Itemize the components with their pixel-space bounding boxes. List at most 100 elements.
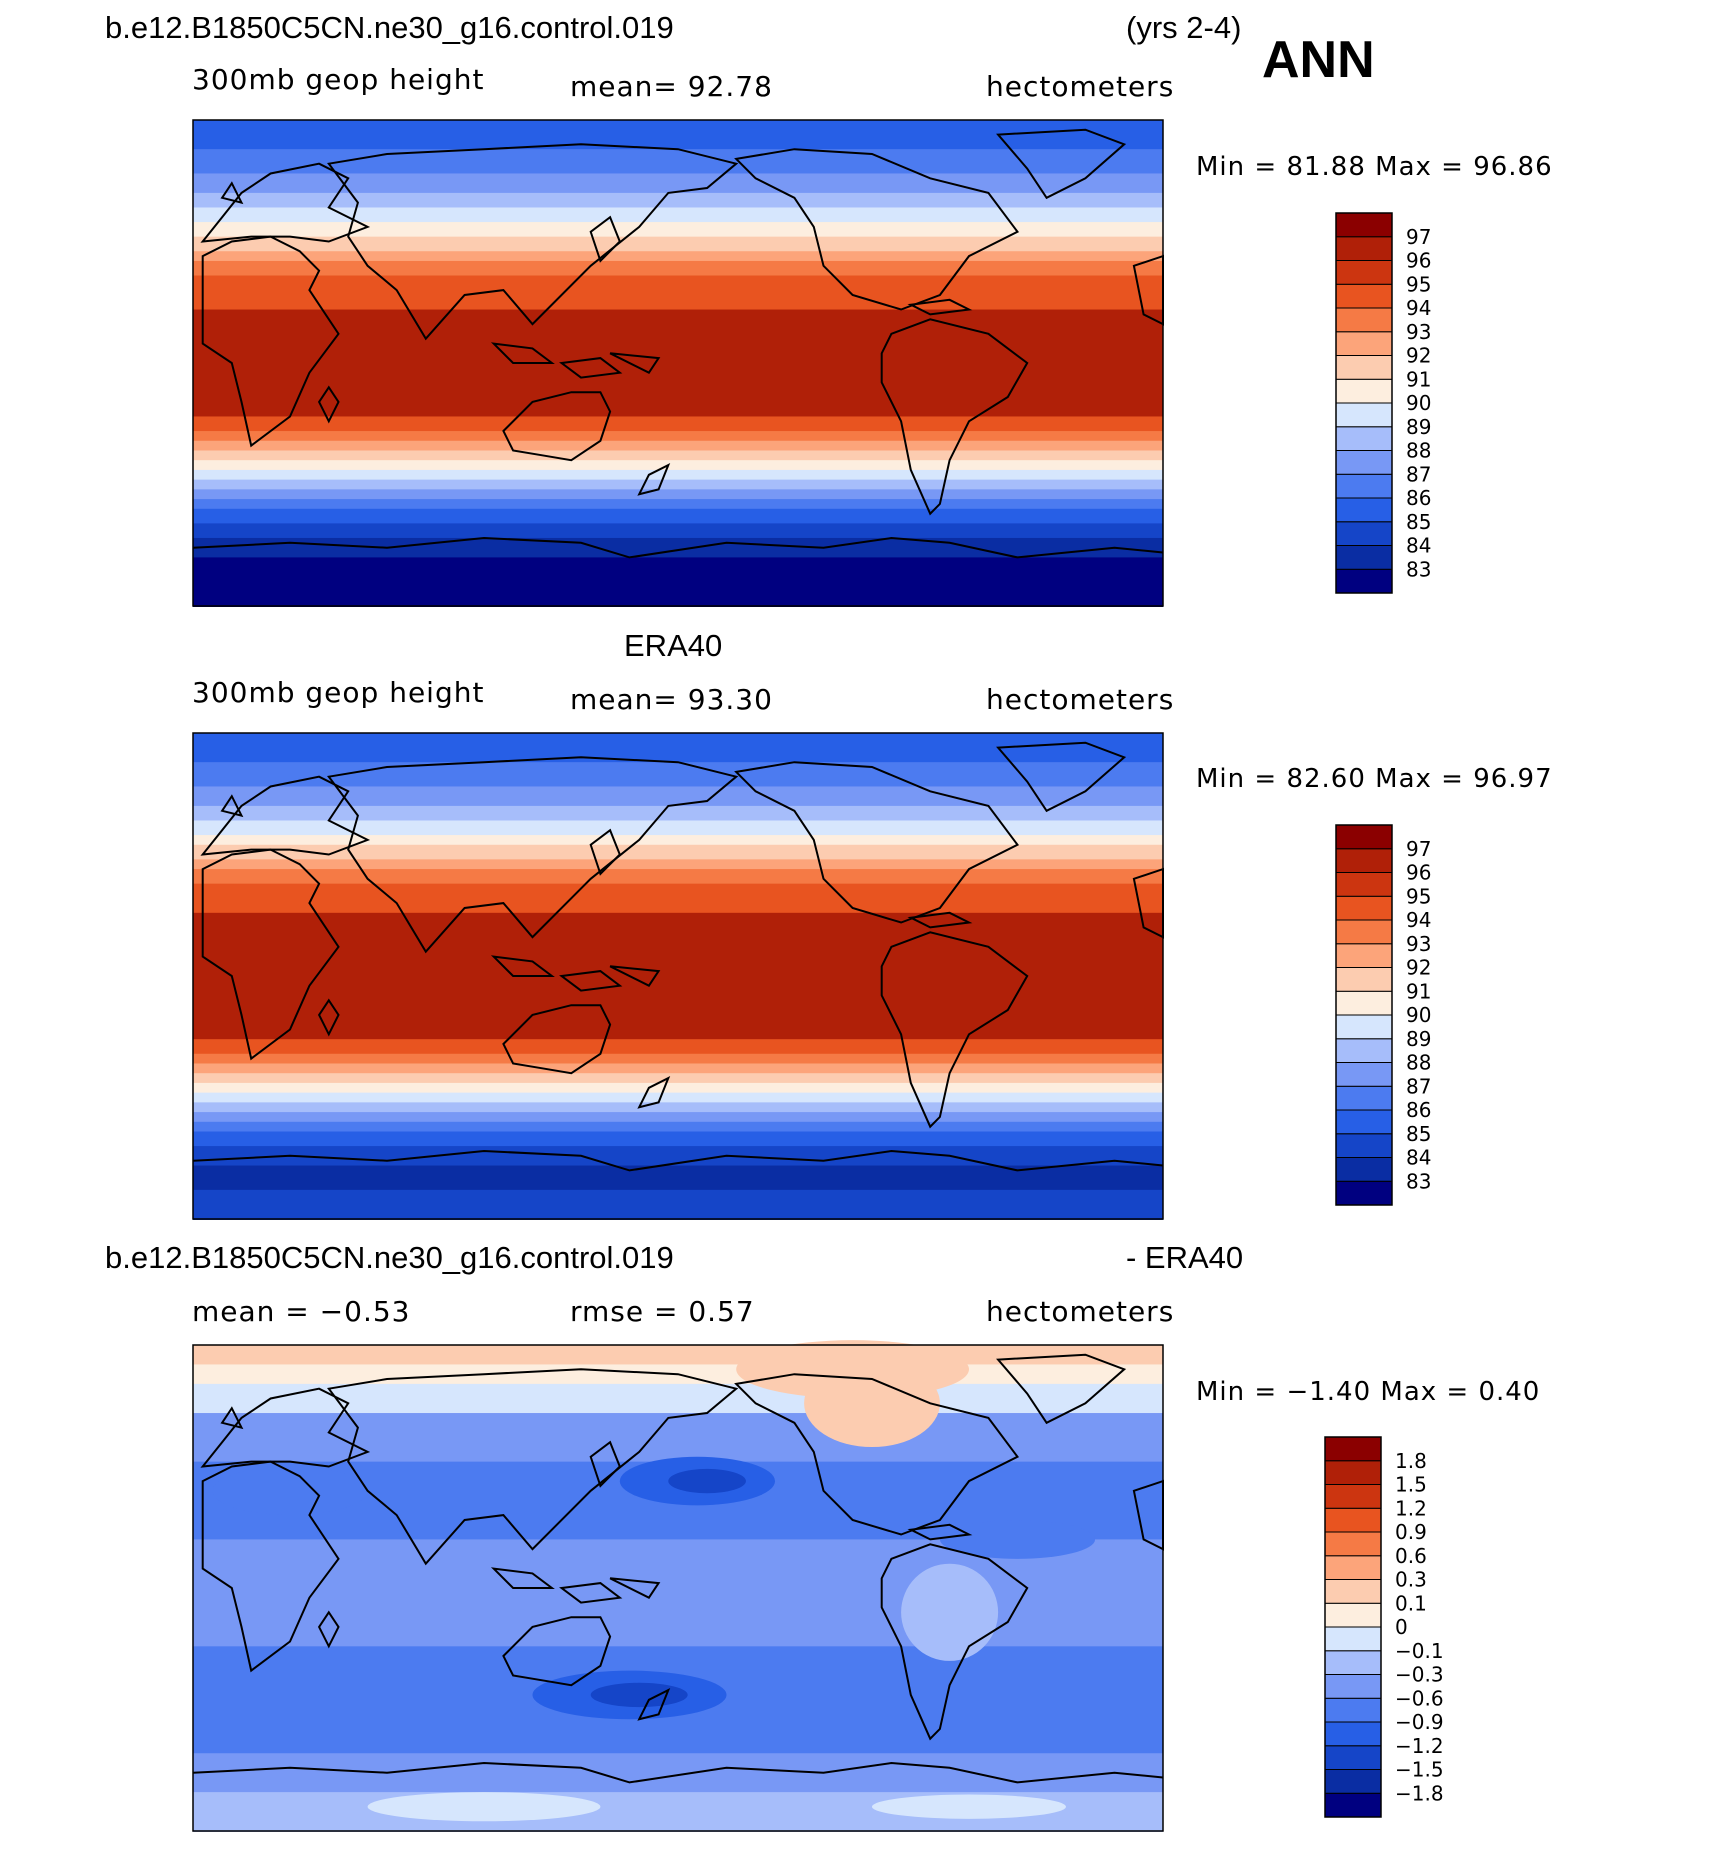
contour-bands bbox=[193, 120, 1163, 607]
colorbar-tick-label: 1.5 bbox=[1395, 1473, 1427, 1497]
colorbar-box bbox=[1335, 283, 1393, 309]
contour-band bbox=[193, 1165, 1163, 1191]
panel3-rmse-label: rmse = 0.57 bbox=[570, 1295, 755, 1328]
colorbar-box bbox=[1335, 919, 1393, 945]
colorbar-boxes bbox=[1335, 824, 1393, 1206]
contour-anomaly bbox=[668, 1468, 746, 1494]
colorbar-tick-label: 90 bbox=[1406, 1003, 1431, 1027]
coastlines bbox=[192, 741, 1164, 1172]
panel2-mean-label: mean= 93.30 bbox=[570, 683, 773, 716]
colorbar-box bbox=[1335, 236, 1393, 261]
colorbar-tick-label: 91 bbox=[1406, 367, 1431, 391]
colorbar-box bbox=[1324, 1626, 1382, 1652]
contour-band bbox=[193, 859, 1163, 871]
colorbar-box bbox=[1324, 1650, 1382, 1675]
contour-bands bbox=[193, 733, 1163, 1220]
contour-band bbox=[193, 557, 1163, 607]
colorbar-frame bbox=[1335, 212, 1393, 594]
colorbar-tick-label: 93 bbox=[1406, 932, 1431, 956]
colorbar-box bbox=[1335, 212, 1393, 238]
coastline bbox=[317, 385, 340, 424]
coastline bbox=[201, 235, 340, 448]
coastline bbox=[559, 1582, 623, 1604]
contour-band bbox=[193, 537, 1163, 559]
contour-band bbox=[193, 820, 1163, 837]
contour-band bbox=[193, 835, 1163, 846]
colorbar-tick-label: 84 bbox=[1406, 534, 1431, 558]
coastline bbox=[589, 215, 621, 263]
contour-band bbox=[193, 1753, 1163, 1794]
contour-band bbox=[193, 1112, 1163, 1123]
map-frame bbox=[192, 119, 1164, 607]
coastline bbox=[490, 955, 555, 977]
colorbar-box bbox=[1324, 1745, 1382, 1770]
season-label: ANN bbox=[1262, 31, 1375, 89]
colorbar-tick-label: 86 bbox=[1406, 1098, 1431, 1122]
contour-band bbox=[193, 440, 1163, 452]
contour-band bbox=[193, 762, 1163, 788]
contour-band bbox=[193, 805, 1163, 822]
map-frame bbox=[192, 732, 1164, 1220]
contour-band bbox=[193, 733, 1163, 764]
contour-band bbox=[193, 460, 1163, 471]
coastline bbox=[327, 143, 739, 341]
panel1-map bbox=[192, 119, 1164, 607]
contour-anomaly bbox=[872, 1794, 1066, 1819]
colorbar-tick-label: −0.6 bbox=[1395, 1686, 1444, 1710]
coastline bbox=[490, 1567, 555, 1589]
colorbar-tick-label: −1.8 bbox=[1395, 1781, 1444, 1805]
colorbar-box bbox=[1335, 1180, 1393, 1206]
panel1-mean-label: mean= 92.78 bbox=[570, 70, 773, 103]
colorbar-box bbox=[1324, 1674, 1382, 1699]
contour-band bbox=[193, 869, 1163, 885]
colorbar-box bbox=[1335, 426, 1393, 451]
coastline bbox=[502, 391, 612, 462]
colorbar-box bbox=[1335, 1133, 1393, 1158]
contour-band bbox=[193, 469, 1163, 481]
contour-band bbox=[193, 173, 1163, 194]
panel2-title: ERA40 bbox=[624, 628, 723, 663]
colorbar-box bbox=[1335, 967, 1393, 992]
contour-band bbox=[193, 1121, 1163, 1133]
contour-band bbox=[193, 1082, 1163, 1094]
colorbar-tick-label: 88 bbox=[1406, 1051, 1431, 1075]
colorbar-tick-label: 86 bbox=[1406, 486, 1431, 510]
contour-band bbox=[193, 431, 1163, 442]
contour-band bbox=[193, 912, 1163, 1041]
coastline bbox=[609, 1577, 661, 1599]
contour-band bbox=[193, 192, 1163, 209]
contour-anomaly bbox=[212, 1466, 368, 1516]
colorbar-tick-label: 89 bbox=[1406, 1027, 1431, 1051]
panel1-units-label: hectometers bbox=[986, 70, 1175, 103]
coastline bbox=[502, 1616, 612, 1687]
coastline bbox=[317, 1610, 340, 1649]
colorbar-box bbox=[1324, 1484, 1382, 1509]
panel3-map bbox=[192, 1340, 1164, 1832]
colorbar-tick-label: 83 bbox=[1406, 557, 1431, 581]
coastline bbox=[589, 1440, 621, 1488]
colorbar-box bbox=[1335, 895, 1393, 921]
colorbar-box bbox=[1335, 1062, 1393, 1087]
contour-band bbox=[193, 236, 1163, 253]
colorbar-tick-label: 85 bbox=[1406, 1122, 1431, 1146]
colorbar-tick-label: 92 bbox=[1406, 344, 1431, 368]
coastline bbox=[880, 1543, 1029, 1741]
coastline bbox=[609, 352, 661, 374]
colorbar-tick-label: 0.1 bbox=[1395, 1591, 1427, 1615]
colorbar-box bbox=[1335, 355, 1393, 380]
colorbar-box bbox=[1335, 1085, 1393, 1111]
contour-band bbox=[193, 1063, 1163, 1075]
coastline bbox=[996, 741, 1127, 813]
contour-anomalies bbox=[212, 1340, 1096, 1822]
colorbar-box bbox=[1335, 568, 1393, 594]
coastline bbox=[327, 756, 739, 954]
colorbar-box bbox=[1335, 943, 1393, 968]
panel1-field-label: 300mb geop height bbox=[192, 63, 485, 96]
coastline bbox=[734, 1373, 1020, 1536]
colorbar-tick-label: 95 bbox=[1406, 884, 1431, 908]
contour-band bbox=[193, 508, 1163, 525]
colorbar-tick-label: 0.9 bbox=[1395, 1520, 1427, 1544]
coastline bbox=[502, 1004, 612, 1075]
colorbar-box bbox=[1324, 1436, 1382, 1462]
contour-band bbox=[193, 1073, 1163, 1084]
